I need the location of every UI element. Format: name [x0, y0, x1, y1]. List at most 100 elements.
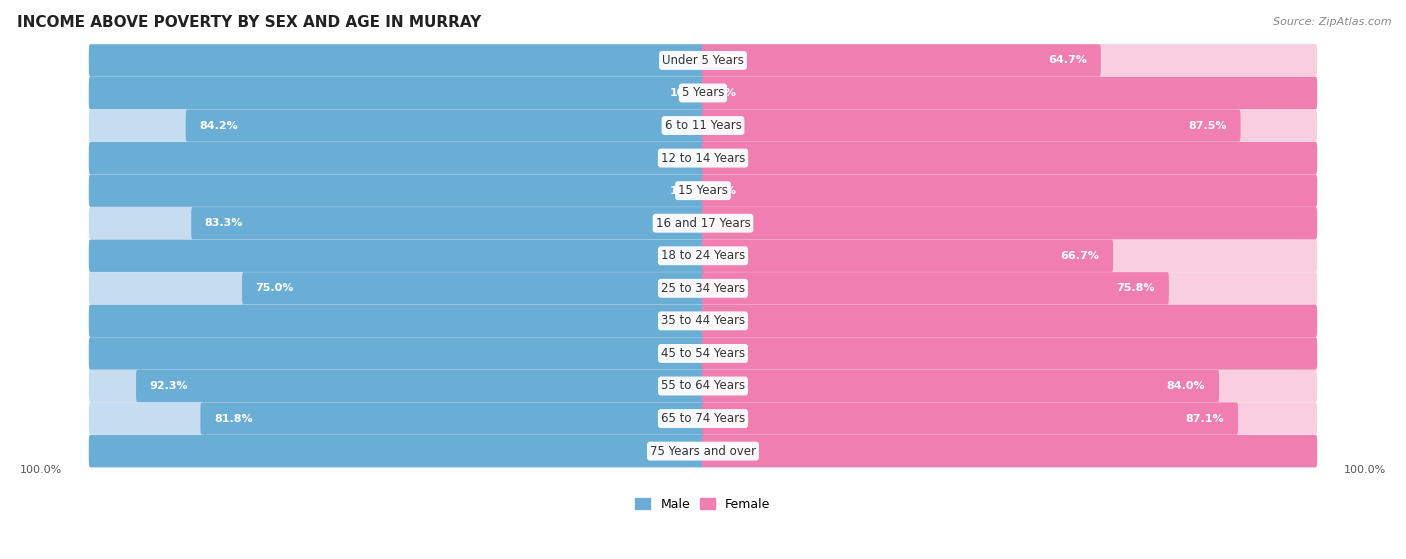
- Text: 100.0%: 100.0%: [669, 316, 716, 326]
- Text: 100.0%: 100.0%: [690, 251, 737, 260]
- FancyBboxPatch shape: [90, 402, 1316, 435]
- FancyBboxPatch shape: [702, 174, 1317, 207]
- FancyBboxPatch shape: [89, 77, 704, 109]
- FancyBboxPatch shape: [702, 110, 1240, 141]
- FancyBboxPatch shape: [89, 272, 704, 305]
- FancyBboxPatch shape: [89, 207, 704, 239]
- FancyBboxPatch shape: [702, 337, 1317, 369]
- Text: 100.0%: 100.0%: [690, 446, 737, 456]
- FancyBboxPatch shape: [242, 272, 704, 305]
- Text: 83.3%: 83.3%: [205, 218, 243, 228]
- Text: INCOME ABOVE POVERTY BY SEX AND AGE IN MURRAY: INCOME ABOVE POVERTY BY SEX AND AGE IN M…: [17, 15, 481, 30]
- FancyBboxPatch shape: [89, 337, 704, 369]
- FancyBboxPatch shape: [702, 240, 1317, 272]
- FancyBboxPatch shape: [702, 435, 1317, 467]
- FancyBboxPatch shape: [702, 44, 1317, 77]
- Text: 87.5%: 87.5%: [1188, 121, 1227, 131]
- FancyBboxPatch shape: [702, 174, 1317, 207]
- FancyBboxPatch shape: [89, 305, 704, 337]
- Text: 87.1%: 87.1%: [1185, 414, 1225, 424]
- FancyBboxPatch shape: [89, 305, 704, 337]
- Text: 66.7%: 66.7%: [1060, 251, 1099, 260]
- FancyBboxPatch shape: [89, 44, 704, 77]
- FancyBboxPatch shape: [89, 142, 704, 174]
- Text: 100.0%: 100.0%: [1344, 465, 1386, 475]
- Text: 75 Years and over: 75 Years and over: [650, 444, 756, 458]
- FancyBboxPatch shape: [702, 370, 1317, 402]
- FancyBboxPatch shape: [702, 305, 1317, 337]
- Text: 100.0%: 100.0%: [669, 153, 716, 163]
- FancyBboxPatch shape: [702, 402, 1317, 435]
- FancyBboxPatch shape: [90, 109, 1316, 142]
- FancyBboxPatch shape: [90, 369, 1316, 402]
- Text: 16 and 17 Years: 16 and 17 Years: [655, 217, 751, 230]
- FancyBboxPatch shape: [89, 44, 704, 77]
- FancyBboxPatch shape: [89, 240, 704, 272]
- Text: 65 to 74 Years: 65 to 74 Years: [661, 412, 745, 425]
- Text: 100.0%: 100.0%: [669, 446, 716, 456]
- FancyBboxPatch shape: [702, 207, 1317, 239]
- FancyBboxPatch shape: [90, 207, 1316, 240]
- Text: 12 to 14 Years: 12 to 14 Years: [661, 151, 745, 164]
- Text: Source: ZipAtlas.com: Source: ZipAtlas.com: [1274, 17, 1392, 27]
- FancyBboxPatch shape: [186, 110, 704, 141]
- FancyBboxPatch shape: [702, 305, 1317, 337]
- Text: 15 Years: 15 Years: [678, 184, 728, 197]
- FancyBboxPatch shape: [89, 337, 704, 369]
- FancyBboxPatch shape: [90, 77, 1316, 110]
- FancyBboxPatch shape: [136, 370, 704, 402]
- FancyBboxPatch shape: [89, 174, 704, 207]
- Text: 5 Years: 5 Years: [682, 87, 724, 100]
- FancyBboxPatch shape: [702, 272, 1317, 305]
- FancyBboxPatch shape: [702, 337, 1317, 369]
- Text: 81.8%: 81.8%: [214, 414, 253, 424]
- Text: 6 to 11 Years: 6 to 11 Years: [665, 119, 741, 132]
- Legend: Male, Female: Male, Female: [630, 493, 776, 516]
- FancyBboxPatch shape: [201, 402, 704, 435]
- FancyBboxPatch shape: [90, 272, 1316, 305]
- Text: 84.0%: 84.0%: [1167, 381, 1205, 391]
- FancyBboxPatch shape: [702, 44, 1101, 77]
- Text: 75.0%: 75.0%: [256, 283, 294, 293]
- Text: 100.0%: 100.0%: [669, 88, 716, 98]
- FancyBboxPatch shape: [89, 174, 704, 207]
- FancyBboxPatch shape: [89, 402, 704, 435]
- FancyBboxPatch shape: [90, 337, 1316, 370]
- FancyBboxPatch shape: [702, 272, 1168, 305]
- FancyBboxPatch shape: [702, 110, 1317, 141]
- Text: Under 5 Years: Under 5 Years: [662, 54, 744, 67]
- FancyBboxPatch shape: [90, 304, 1316, 338]
- Text: 100.0%: 100.0%: [690, 316, 737, 326]
- FancyBboxPatch shape: [90, 174, 1316, 207]
- FancyBboxPatch shape: [702, 207, 1317, 239]
- FancyBboxPatch shape: [90, 44, 1316, 77]
- FancyBboxPatch shape: [702, 77, 1317, 109]
- Text: 84.2%: 84.2%: [200, 121, 238, 131]
- Text: 75.8%: 75.8%: [1116, 283, 1156, 293]
- FancyBboxPatch shape: [702, 370, 1219, 402]
- Text: 100.0%: 100.0%: [20, 465, 62, 475]
- Text: 100.0%: 100.0%: [690, 55, 737, 65]
- FancyBboxPatch shape: [702, 142, 1317, 174]
- Text: 100.0%: 100.0%: [669, 348, 716, 358]
- FancyBboxPatch shape: [702, 77, 1317, 109]
- Text: 55 to 64 Years: 55 to 64 Years: [661, 380, 745, 392]
- FancyBboxPatch shape: [191, 207, 704, 239]
- Text: 45 to 54 Years: 45 to 54 Years: [661, 347, 745, 360]
- FancyBboxPatch shape: [89, 240, 704, 272]
- FancyBboxPatch shape: [90, 239, 1316, 272]
- Text: 25 to 34 Years: 25 to 34 Years: [661, 282, 745, 295]
- FancyBboxPatch shape: [89, 435, 704, 467]
- Text: 100.0%: 100.0%: [690, 348, 737, 358]
- Text: 64.7%: 64.7%: [1049, 55, 1087, 65]
- Text: 100.0%: 100.0%: [690, 88, 737, 98]
- Text: 100.0%: 100.0%: [690, 153, 737, 163]
- FancyBboxPatch shape: [702, 402, 1239, 435]
- FancyBboxPatch shape: [89, 435, 704, 467]
- Text: 18 to 24 Years: 18 to 24 Years: [661, 249, 745, 262]
- FancyBboxPatch shape: [702, 142, 1317, 174]
- FancyBboxPatch shape: [702, 435, 1317, 467]
- FancyBboxPatch shape: [90, 434, 1316, 468]
- Text: 92.3%: 92.3%: [149, 381, 188, 391]
- Text: 100.0%: 100.0%: [669, 186, 716, 196]
